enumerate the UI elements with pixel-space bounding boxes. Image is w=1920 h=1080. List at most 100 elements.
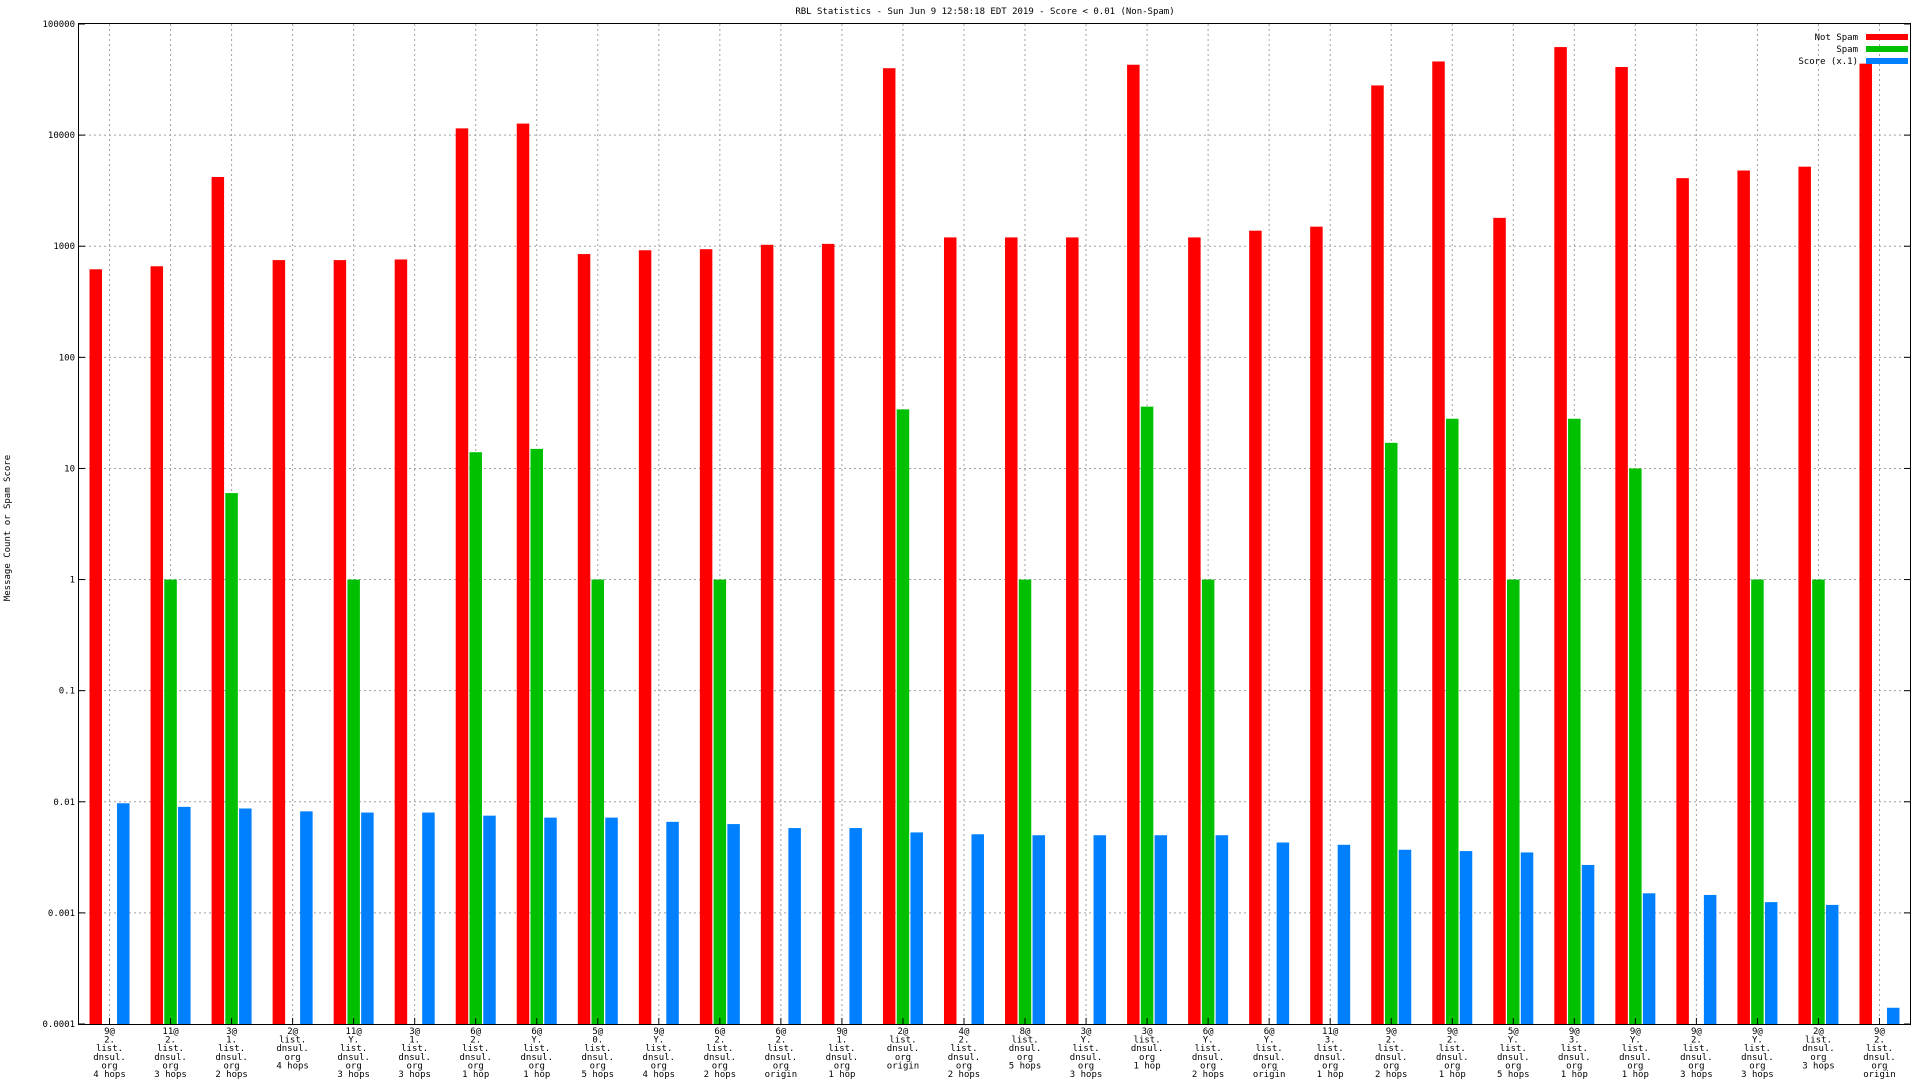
x-tick-label: 11@ 2. list. dnsul. org 3 hops — [154, 1027, 187, 1080]
legend-swatch — [1866, 34, 1908, 40]
bar-spam — [347, 579, 360, 1024]
y-tick-label: 0.001 — [48, 909, 75, 919]
bar-score-x-1 — [117, 803, 130, 1024]
y-tick-label: 0.1 — [59, 687, 75, 697]
bar-score-x-1 — [1703, 894, 1717, 1024]
bar-not-spam — [1432, 61, 1445, 1025]
y-tick-label: 0.0001 — [42, 1020, 75, 1030]
x-tick-label: 9@ 2. list. dnsul. org 1 hop — [1436, 1027, 1469, 1080]
bar-not-spam — [1554, 47, 1567, 1024]
bar-score-x-1 — [666, 821, 679, 1024]
bar-spam — [1384, 442, 1398, 1025]
bar-not-spam — [1310, 226, 1323, 1024]
bar-score-x-1 — [1276, 842, 1290, 1024]
bar-spam — [1568, 418, 1581, 1024]
y-axis-label: Message Count or Spam Score — [3, 455, 13, 601]
y-axis-ticks: 0.0001 0.001 0.01 0.1 1 10 100 1000 10000 100000 — [42, 20, 1910, 1030]
bar-spam — [1018, 579, 1032, 1024]
x-tick-label: 6@ Y. list. dnsul. org 2 hops — [1192, 1027, 1225, 1080]
x-tick-label: 6@ Y. list. dnsul. org origin — [1253, 1027, 1286, 1080]
bar-score-x-1 — [483, 815, 496, 1024]
bar-spam — [1446, 418, 1459, 1024]
bar-not-spam — [1676, 178, 1689, 1024]
bar-not-spam — [821, 243, 835, 1024]
bar-not-spam — [333, 260, 347, 1025]
x-tick-label: 9@ Y. list. dnsul. org 4 hops — [643, 1027, 676, 1080]
bar-not-spam — [1798, 166, 1811, 1025]
bar-spam — [164, 579, 177, 1024]
bar-score-x-1 — [1459, 851, 1473, 1024]
bar-spam — [1812, 579, 1825, 1024]
bar-score-x-1 — [1398, 849, 1412, 1024]
x-tick-label: 2@ list. dnsul. org origin — [887, 1027, 920, 1071]
x-tick-label: 3@ 1. list. dnsul. org 3 hops — [398, 1027, 431, 1080]
bar-score-x-1 — [1032, 835, 1046, 1024]
bar-score-x-1 — [727, 824, 740, 1024]
bar-spam — [1751, 579, 1764, 1024]
x-tick-label: 9@ 3. list. dnsul. org 1 hop — [1558, 1027, 1591, 1080]
bar-score-x-1 — [1642, 893, 1656, 1024]
bar-score-x-1 — [1886, 1007, 1900, 1024]
bar-spam — [896, 409, 910, 1024]
bar-score-x-1 — [1825, 904, 1839, 1024]
y-tick-label: 10 — [64, 464, 75, 474]
bar-score-x-1 — [422, 812, 435, 1024]
bar-not-spam — [1127, 64, 1140, 1025]
bar-not-spam — [760, 244, 774, 1025]
bar-not-spam — [638, 250, 652, 1024]
bar-score-x-1 — [910, 832, 923, 1024]
bar-not-spam — [577, 254, 591, 1024]
y-tick-label: 1000 — [53, 242, 75, 252]
x-tick-label: 5@ 0. list. dnsul. org 5 hops — [582, 1027, 615, 1080]
bar-not-spam — [89, 269, 103, 1024]
bar-score-x-1 — [1154, 835, 1168, 1024]
bars — [89, 47, 1900, 1025]
x-axis-labels: 9@ 2. list. dnsul. org 4 hops 11@ 2. list. dnsul.… — [93, 1018, 1896, 1080]
y-tick-label: 0.01 — [53, 798, 75, 808]
bar-spam — [713, 579, 727, 1024]
x-tick-label: 3@ 1. list. dnsul. org 2 hops — [215, 1027, 248, 1080]
x-tick-label: 9@ Y. list. dnsul. org 3 hops — [1741, 1027, 1774, 1080]
x-tick-label: 9@ 2. list. dnsul. org 3 hops — [1680, 1027, 1713, 1080]
x-tick-label: 5@ Y. list. dnsul. org 5 hops — [1497, 1027, 1530, 1080]
legend-label: Score (x.1) — [1798, 57, 1858, 67]
bar-spam — [1629, 468, 1642, 1024]
bar-score-x-1 — [1093, 835, 1107, 1024]
bar-spam — [530, 448, 543, 1024]
bar-not-spam — [1615, 67, 1628, 1024]
bar-not-spam — [699, 249, 713, 1024]
bar-score-x-1 — [1764, 902, 1778, 1024]
x-tick-label: 9@ 1. list. dnsul. org 1 hop — [826, 1027, 859, 1080]
legend-swatch — [1866, 58, 1908, 64]
bar-spam — [591, 579, 605, 1024]
x-tick-label: 3@ Y. list. dnsul. org 3 hops — [1070, 1027, 1103, 1080]
bar-not-spam — [1188, 237, 1201, 1025]
bar-score-x-1 — [849, 828, 862, 1024]
x-tick-label: 11@ Y. list. dnsul. org 3 hops — [337, 1027, 370, 1080]
bar-not-spam — [1371, 85, 1384, 1025]
legend: Not Spam Spam Score (x.1) — [1798, 33, 1908, 67]
x-tick-label: 6@ 2. list. dnsul. org origin — [765, 1027, 798, 1080]
x-tick-label: 3@ list. dnsul. org 1 hop — [1131, 1027, 1164, 1071]
x-tick-label: 9@ Y. list. dnsul. org 1 hop — [1619, 1027, 1652, 1080]
bar-spam — [1507, 579, 1520, 1024]
chart-title: RBL Statistics - Sun Jun 9 12:58:18 EDT … — [795, 7, 1174, 17]
x-tick-label: 8@ list. dnsul. org 5 hops — [1009, 1027, 1042, 1071]
y-tick-label: 100 — [59, 353, 75, 363]
bar-score-x-1 — [300, 811, 313, 1024]
bar-not-spam — [150, 266, 164, 1024]
y-tick-label: 100000 — [42, 20, 75, 30]
x-tick-label: 2@ list. dnsul. org 4 hops — [276, 1027, 309, 1071]
bar-not-spam — [1737, 170, 1750, 1024]
bar-not-spam — [943, 237, 957, 1025]
bar-not-spam — [1005, 237, 1018, 1025]
bar-not-spam — [1859, 63, 1872, 1025]
legend-swatch — [1866, 46, 1908, 52]
x-tick-label: 9@ 2. list. dnsul. org 2 hops — [1375, 1027, 1408, 1080]
y-tick-label: 1 — [70, 576, 75, 586]
bar-score-x-1 — [605, 817, 618, 1024]
bar-not-spam — [211, 176, 225, 1025]
bar-score-x-1 — [1520, 852, 1534, 1024]
